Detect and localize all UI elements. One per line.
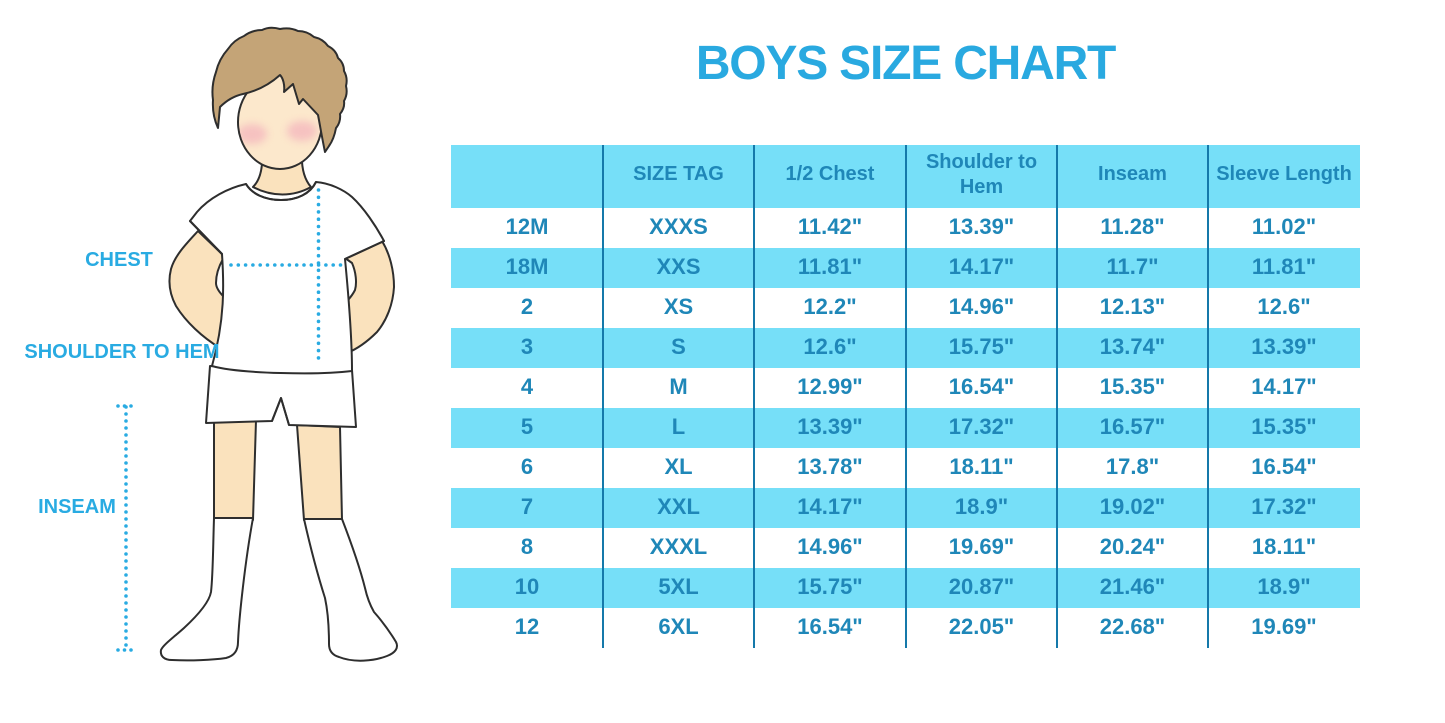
svg-text:INSEAM: INSEAM bbox=[38, 496, 116, 518]
svg-text:CHEST: CHEST bbox=[85, 249, 153, 271]
svg-text:SHOULDER TO HEM: SHOULDER TO HEM bbox=[24, 341, 219, 363]
